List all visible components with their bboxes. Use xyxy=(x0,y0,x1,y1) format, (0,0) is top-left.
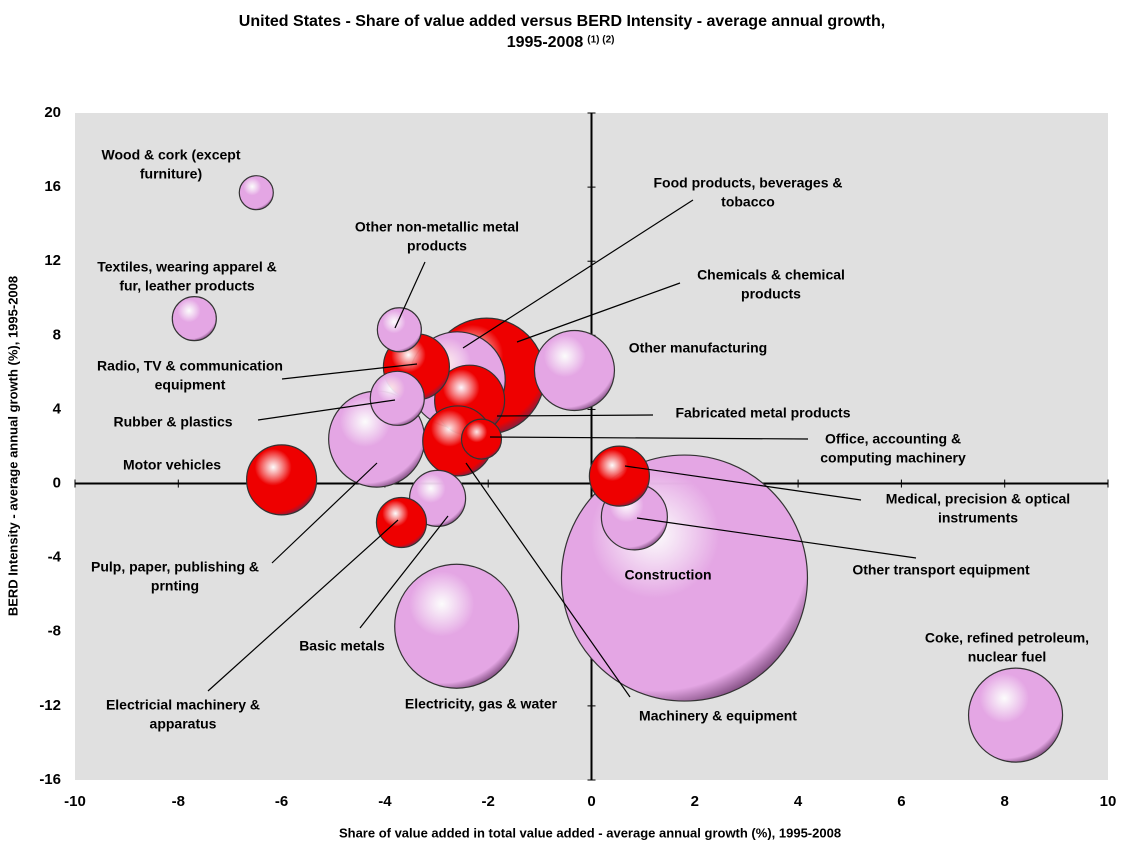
bubble-label: Chemicals & chemical xyxy=(697,267,845,283)
bubble-label: Other manufacturing xyxy=(629,340,767,356)
x-tick-label: 6 xyxy=(897,793,905,810)
y-tick-label: 0 xyxy=(53,475,61,492)
bubble-label: Electricial machinery & xyxy=(106,697,260,713)
bubble-label: furniture) xyxy=(140,166,202,182)
leader-line xyxy=(496,414,654,417)
bubble-label: Food products, beverages & xyxy=(653,175,842,191)
x-axis-label: Share of value added in total value adde… xyxy=(339,825,841,840)
bubble xyxy=(238,175,274,211)
bubble-label: Construction xyxy=(624,567,711,583)
leader-line xyxy=(359,515,449,629)
x-tick-label: 2 xyxy=(691,793,699,810)
y-axis-label: BERD Intensity - average annual growth (… xyxy=(5,276,20,616)
leader-line xyxy=(207,519,399,692)
bubble-label: Electricity, gas & water xyxy=(405,696,558,712)
bubble-label: Wood & cork (except xyxy=(102,147,241,163)
bubble xyxy=(967,667,1064,763)
bubble-label: Other non-metallic metal xyxy=(355,219,519,235)
bubble-label: Coke, refined petroleum, xyxy=(925,630,1089,646)
leader-line xyxy=(516,282,681,343)
bubble-label: products xyxy=(407,238,467,254)
bubble-label: fur, leather products xyxy=(119,278,255,294)
leader-line xyxy=(281,363,418,380)
chart-title: 1995-2008 xyxy=(507,34,584,51)
y-tick-label: 20 xyxy=(44,104,61,121)
bubble-label: products xyxy=(741,286,801,302)
bubble xyxy=(588,445,650,507)
bubble-label: Machinery & equipment xyxy=(639,708,797,724)
y-tick-label: 16 xyxy=(44,178,61,195)
bubble-label: Medical, precision & optical xyxy=(886,491,1070,507)
bubble-label: computing machinery xyxy=(820,450,966,466)
leader-line xyxy=(462,199,694,349)
title-notes: (1) (2) xyxy=(587,35,614,46)
bubble xyxy=(246,444,318,516)
bubble-label: Rubber & plastics xyxy=(113,414,232,430)
bubble xyxy=(460,418,503,460)
bubble-label: tobacco xyxy=(721,194,775,210)
bubble-label: Motor vehicles xyxy=(123,457,221,473)
bubble xyxy=(369,370,425,426)
leader-line xyxy=(489,436,809,440)
bubble xyxy=(375,496,428,549)
y-tick-label: -4 xyxy=(48,549,62,566)
y-tick-label: -16 xyxy=(39,771,61,788)
bubble-label: Office, accounting & xyxy=(825,431,961,447)
bubble xyxy=(533,329,616,412)
leader-line xyxy=(465,462,631,698)
y-tick-label: 8 xyxy=(53,326,61,343)
x-tick-label: 10 xyxy=(1100,793,1117,810)
x-tick-label: 8 xyxy=(1001,793,1009,810)
bubble-label: Textiles, wearing apparel & xyxy=(97,259,276,275)
bubble xyxy=(394,563,520,689)
y-tick-label: 12 xyxy=(44,252,61,269)
x-tick-label: 0 xyxy=(587,793,595,810)
x-tick-label: 4 xyxy=(794,793,803,810)
bubble xyxy=(376,307,422,353)
y-tick-label: -12 xyxy=(39,697,61,714)
bubble-label: apparatus xyxy=(150,716,217,732)
x-tick-label: -6 xyxy=(275,793,288,810)
y-tick-label: -8 xyxy=(48,623,61,640)
bubble-label: Radio, TV & communication xyxy=(97,358,283,374)
bubble-label: Basic metals xyxy=(299,638,385,654)
bubble-label: instruments xyxy=(938,510,1018,526)
leader-line xyxy=(394,261,426,329)
x-tick-label: -4 xyxy=(378,793,392,810)
bubble-label: prnting xyxy=(151,578,199,594)
x-tick-label: -2 xyxy=(482,793,495,810)
x-tick-label: -8 xyxy=(172,793,185,810)
bubble-label: equipment xyxy=(155,377,226,393)
leader-line xyxy=(257,399,396,421)
leader-line xyxy=(271,462,378,564)
bubble-label: nuclear fuel xyxy=(968,649,1047,665)
bubble-label: Fabricated metal products xyxy=(675,405,850,421)
chart-title: United States - Share of value added ver… xyxy=(239,13,885,30)
leader-line xyxy=(636,517,917,559)
bubble xyxy=(171,296,217,342)
x-tick-label: -10 xyxy=(64,793,86,810)
bubble-label: Pulp, paper, publishing & xyxy=(91,559,259,575)
bubble-label: Other transport equipment xyxy=(852,562,1030,578)
y-tick-label: 4 xyxy=(53,400,62,417)
leader-line xyxy=(624,465,862,501)
